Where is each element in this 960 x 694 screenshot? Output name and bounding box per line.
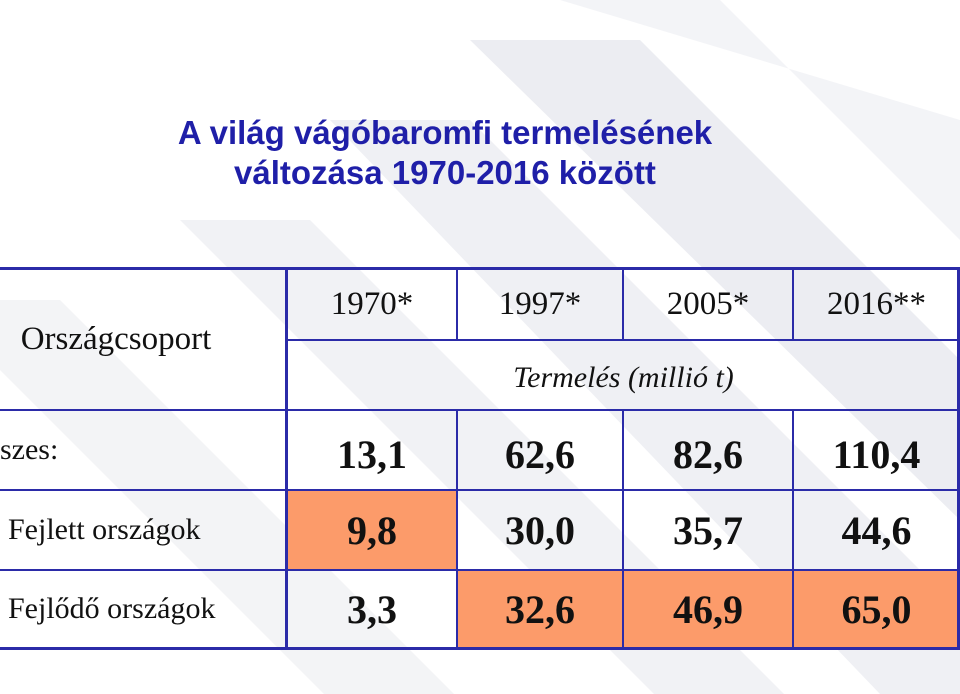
grid-line <box>287 339 960 341</box>
highlight-fejlett-1970 <box>287 490 457 570</box>
year-header: 2016** <box>827 285 926 322</box>
grid-line <box>622 267 624 340</box>
table-cell: 62,6 <box>505 431 575 477</box>
grid-line <box>957 267 960 650</box>
row-label: Fejlődő országok <box>8 592 216 625</box>
grid-line <box>0 489 960 491</box>
table-cell: 46,9 <box>673 586 743 632</box>
grid-line <box>0 647 960 650</box>
grid-line <box>0 267 960 270</box>
table-cell: 44,6 <box>841 507 912 553</box>
table-cell: 82,6 <box>673 431 743 477</box>
table-cell: 35,7 <box>673 507 743 553</box>
unit-label: Termelés (millió t) <box>513 361 734 394</box>
table-cell: 65,0 <box>841 586 912 632</box>
grid-line <box>456 409 458 650</box>
year-header: 1997* <box>498 285 582 322</box>
highlight-fejlodo-2005 <box>623 570 793 648</box>
slide-title: A világ vágóbaromfi termelésének változá… <box>0 113 890 193</box>
table-cell: 32,6 <box>505 586 575 632</box>
row-label: Fejlett országok <box>8 513 201 546</box>
title-line-2: változása 1970-2016 között <box>234 154 656 191</box>
table-cell: 3,3 <box>347 586 397 632</box>
table-cell: 110,4 <box>832 431 921 477</box>
grid-line <box>792 409 794 650</box>
table-cell: 13,1 <box>337 431 407 477</box>
row-header-label: Országcsoport <box>20 320 212 357</box>
grid-line <box>0 569 960 571</box>
grid-line <box>456 267 458 340</box>
grid-line <box>285 267 288 650</box>
title-line-1: A világ vágóbaromfi termelésének <box>177 114 713 151</box>
highlight-fejlodo-1997 <box>457 570 623 648</box>
year-header: 2005* <box>666 285 750 322</box>
row-label: szes: <box>0 433 59 466</box>
highlight-fejlodo-2016 <box>793 570 960 648</box>
table-cell: 30,0 <box>505 507 575 553</box>
year-header: 1970* <box>330 285 414 322</box>
table-cell: 9,8 <box>347 507 397 553</box>
grid-line <box>622 409 624 650</box>
grid-line <box>792 267 794 340</box>
grid-line <box>0 409 960 411</box>
